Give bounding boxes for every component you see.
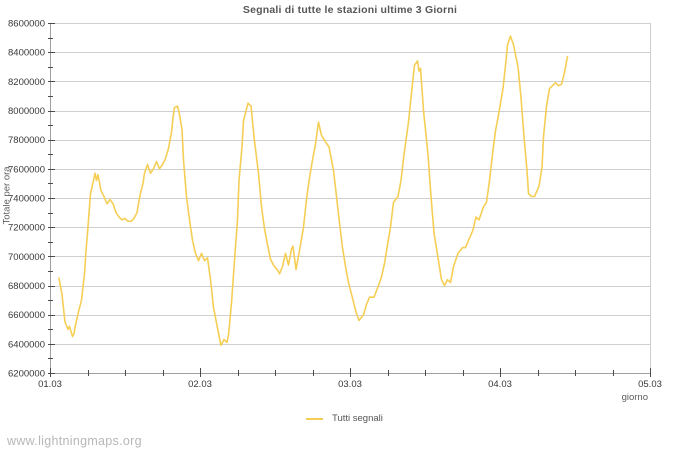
y-tick-label: 7600000 (8, 164, 45, 175)
y-tick-label: 6800000 (8, 281, 45, 292)
chart-title: Segnali di tutte le stazioni ultime 3 Gi… (242, 4, 458, 16)
legend-label: Tutti segnali (332, 413, 383, 424)
x-tick-label: 01.03 (38, 379, 62, 390)
y-tick-label: 6400000 (8, 339, 45, 350)
y-tick-label: 7000000 (8, 252, 45, 263)
x-tick-label: 04.03 (488, 379, 512, 390)
y-tick-label: 7800000 (8, 135, 45, 146)
y-tick-label: 8400000 (8, 48, 45, 59)
y-tick-label: 8000000 (8, 106, 45, 117)
watermark-text: www.lightningmaps.org (7, 434, 142, 448)
y-tick-label: 7400000 (8, 194, 45, 205)
signal-line (58, 35, 569, 347)
x-tick-label: 02.03 (188, 379, 212, 390)
y-tick-label: 6200000 (8, 369, 45, 380)
x-tick-label: 05.03 (638, 379, 662, 390)
legend-swatch-line (306, 417, 323, 420)
x-axis-title: giorno (621, 392, 648, 403)
y-axis-title: Totale per ora (1, 166, 13, 225)
y-tick-label: 8600000 (8, 19, 45, 30)
y-tick-label: 7200000 (8, 223, 45, 234)
legend: Tutti segnali (306, 413, 383, 424)
x-tick-label: 03.03 (338, 379, 362, 390)
y-tick-label: 6600000 (8, 310, 45, 321)
y-tick-label: 8200000 (8, 77, 45, 88)
